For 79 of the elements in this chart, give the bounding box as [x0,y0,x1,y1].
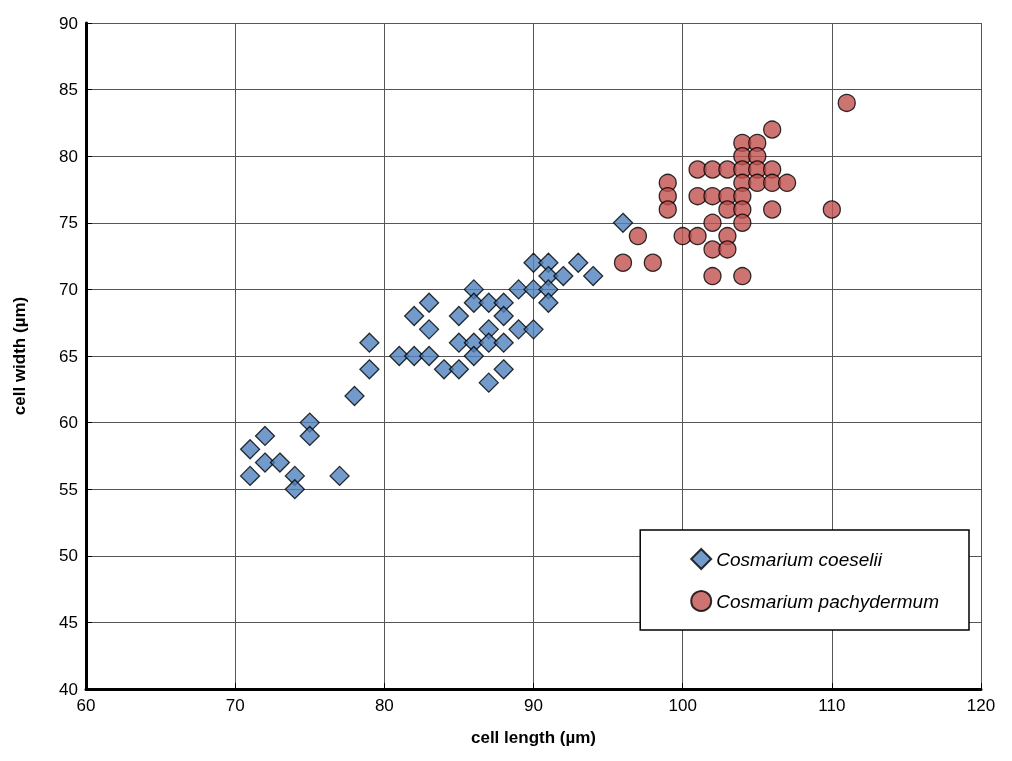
point [448,359,470,380]
y-tick-label: 65 [59,346,78,366]
point [359,332,380,353]
point [688,160,707,179]
point [239,439,261,460]
point [703,160,722,179]
y-axis-title: cell width (µm) [10,296,29,416]
point [688,226,707,246]
y-tick-label: 70 [59,279,78,299]
point [568,252,589,273]
point [508,319,529,340]
y-tick-label: 60 [59,413,78,433]
x-tick-label: 70 [225,696,245,715]
x-tick-label: 80 [374,696,394,715]
point [269,452,291,473]
point [538,292,559,313]
y-tick-label: 80 [59,146,78,166]
point [523,279,544,300]
y-tick-label: 50 [59,546,78,566]
point [777,173,797,192]
y-tick-label: 90 [59,13,78,33]
point [763,200,782,219]
point [763,173,782,192]
x-tick-label: 90 [524,696,543,715]
x-tick-label: 100 [668,696,697,715]
x-axis-title: cell length (µm) [470,728,597,747]
x-tick-label: 110 [818,696,846,715]
point [718,160,737,179]
point [612,212,634,233]
legend-label: Cosmarium pachydermum [716,590,940,612]
y-tick-label: 85 [59,80,78,100]
y-tick-label: 75 [59,213,78,233]
y-tick-label: 55 [59,479,78,499]
point [418,345,440,367]
point [658,200,677,219]
point [478,372,499,393]
x-tick-label: 120 [966,696,996,715]
point [703,187,722,206]
point [299,425,320,447]
point [613,253,633,272]
point [822,200,841,219]
point [628,226,648,246]
point [643,253,662,272]
point [284,479,305,500]
point [583,265,604,287]
point [703,213,722,232]
point [703,266,722,286]
point [344,385,365,407]
y-tick-label: 40 [59,679,78,699]
point [418,319,440,340]
point [718,200,737,219]
y-tick-label: 45 [59,612,78,632]
point [493,359,514,380]
x-tick-label: 60 [76,696,96,715]
point [463,292,484,313]
point [359,359,380,380]
point [493,305,514,327]
point [733,266,752,286]
point [404,305,425,327]
point [748,173,767,192]
point [448,305,470,327]
point [763,120,782,139]
point [254,425,276,447]
point [553,265,574,287]
point [837,93,856,113]
point [239,465,261,487]
point [418,292,440,313]
point [733,213,752,232]
point [463,345,484,367]
legend-label: Cosmarium coeselii [716,548,883,570]
point [703,240,722,259]
point [493,332,514,353]
point [688,187,707,206]
point [329,465,350,487]
point [523,252,544,273]
point [508,279,529,300]
point [523,319,544,340]
point [718,240,737,259]
point [673,226,692,246]
